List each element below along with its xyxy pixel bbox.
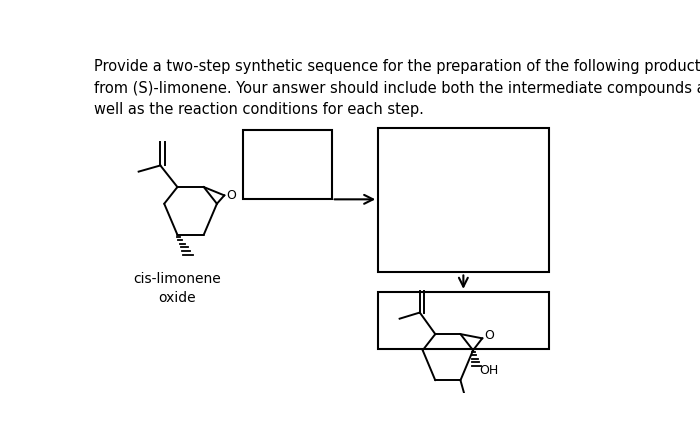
Bar [242, 130, 332, 199]
Text: cis-limonene
oxide: cis-limonene oxide [133, 272, 220, 305]
Bar [378, 128, 549, 272]
Text: Provide a two-step synthetic sequence for the preparation of the following produ: Provide a two-step synthetic sequence fo… [94, 59, 700, 118]
Text: OH: OH [480, 364, 498, 377]
Text: O: O [226, 189, 236, 202]
Text: O: O [484, 329, 494, 342]
Bar [378, 292, 549, 350]
